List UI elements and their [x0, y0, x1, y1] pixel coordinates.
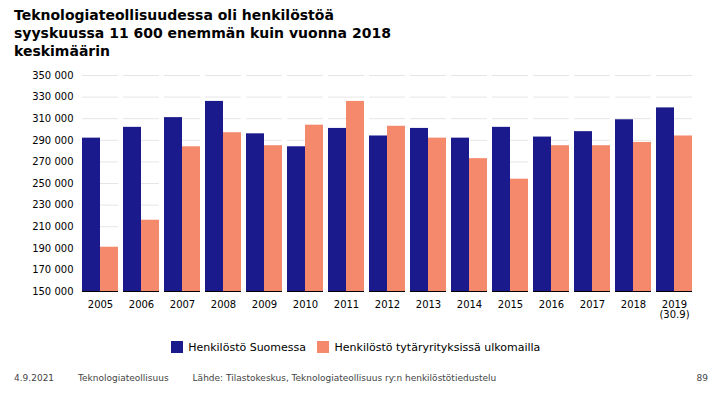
svg-text:(30.9): (30.9) [659, 308, 689, 319]
html-text:Teknologiateollisuudessa oli h: Teknologiateollisuudessa oli henkilöstöä… [14, 7, 391, 60]
svg-text:2017: 2017 [580, 298, 605, 309]
svg-text:2014: 2014 [457, 298, 482, 309]
svg-text:2016: 2016 [539, 298, 564, 309]
svg-text:2008: 2008 [211, 298, 236, 309]
svg-text:2019: 2019 [661, 298, 688, 310]
svg-text:2005: 2005 [88, 298, 113, 309]
svg-text:330 000: 330 000 [32, 91, 73, 102]
svg-text:2006: 2006 [129, 298, 154, 309]
svg-text:350 000: 350 000 [32, 69, 73, 80]
svg-text:190 000: 190 000 [32, 242, 73, 253]
svg-text:2015: 2015 [498, 298, 523, 309]
svg-text:2012: 2012 [375, 298, 400, 309]
svg-text:150 000: 150 000 [32, 285, 73, 296]
svg-text:2007: 2007 [170, 298, 195, 309]
svg-text:2011: 2011 [334, 298, 359, 309]
svg-text:2009: 2009 [252, 298, 277, 309]
html-text:Teknologiateollisuus: Teknologiateollisuus [78, 373, 169, 384]
html-text:4.9.2021: 4.9.2021 [14, 373, 55, 384]
svg-text:270 000: 270 000 [32, 156, 73, 167]
html-text:Henkilöstö Suomessa: Henkilöstö Suomessa [188, 340, 306, 354]
svg-text:2018: 2018 [621, 298, 646, 309]
svg-text:230 000: 230 000 [32, 199, 73, 210]
svg-text:2013: 2013 [416, 298, 441, 309]
svg-text:290 000: 290 000 [32, 134, 73, 145]
html-text:Henkilöstö tytäryrityksissä ul: Henkilöstö tytäryrityksissä ulkomailla [334, 340, 541, 354]
svg-text:250 000: 250 000 [32, 177, 73, 188]
html-text:Lähde: Tilastokeskus, Teknolog: Lähde: Tilastokeskus, Teknologiateollisu… [192, 373, 497, 384]
svg-text:170 000: 170 000 [32, 264, 73, 275]
svg-text:2010: 2010 [293, 298, 318, 309]
svg-text:310 000: 310 000 [32, 112, 73, 123]
svg-text:210 000: 210 000 [32, 220, 73, 231]
html-text:89: 89 [696, 373, 708, 384]
